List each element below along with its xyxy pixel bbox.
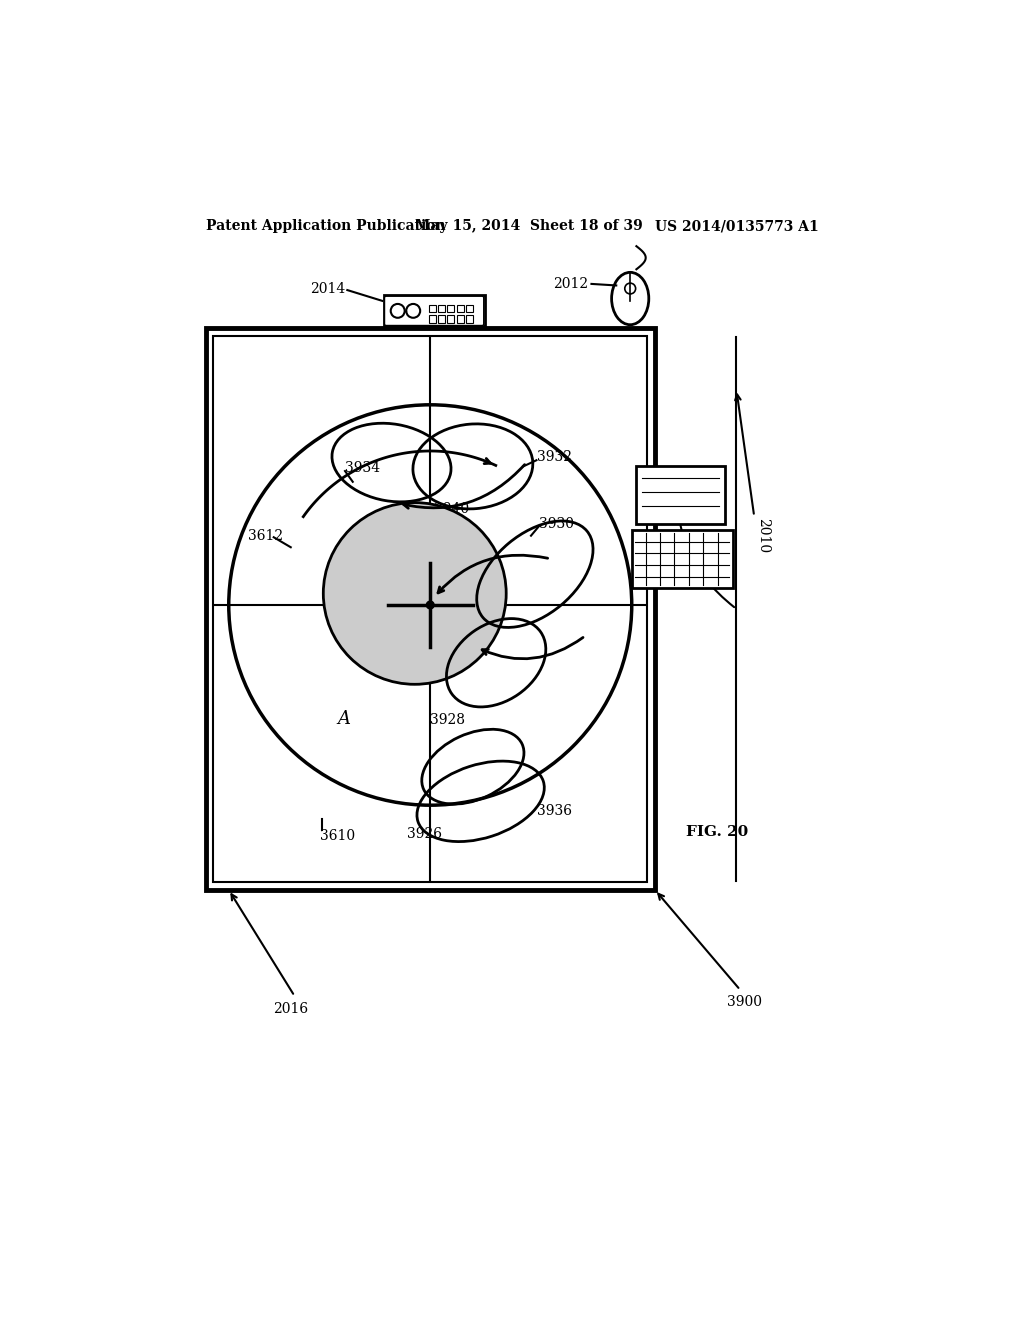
Text: 3900: 3900 — [727, 994, 762, 1008]
FancyBboxPatch shape — [385, 296, 483, 326]
Text: FIG. 20: FIG. 20 — [686, 825, 749, 840]
Text: May 15, 2014  Sheet 18 of 39: May 15, 2014 Sheet 18 of 39 — [415, 219, 642, 234]
Bar — [457, 315, 464, 323]
Bar — [429, 305, 435, 313]
Text: 3936: 3936 — [538, 804, 572, 818]
Text: 3928: 3928 — [430, 714, 465, 727]
Bar — [206, 327, 655, 890]
Text: 3612: 3612 — [248, 529, 284, 543]
Bar — [429, 315, 435, 323]
Text: 2010: 2010 — [756, 519, 770, 553]
Text: 3614: 3614 — [356, 527, 392, 541]
Text: Patent Application Publication: Patent Application Publication — [206, 219, 445, 234]
Bar — [466, 315, 473, 323]
Bar — [384, 296, 484, 326]
Text: 2012: 2012 — [553, 277, 589, 290]
Text: 3934: 3934 — [345, 461, 380, 475]
Text: 3930: 3930 — [539, 517, 573, 531]
Bar — [636, 466, 725, 524]
Text: US 2014/0135773 A1: US 2014/0135773 A1 — [655, 219, 819, 234]
Text: 3940: 3940 — [434, 502, 469, 516]
Text: 3932: 3932 — [538, 450, 572, 465]
Text: 3938: 3938 — [438, 612, 473, 626]
Circle shape — [426, 601, 434, 609]
Text: A: A — [337, 710, 350, 727]
Bar — [438, 315, 445, 323]
Circle shape — [324, 503, 506, 684]
Bar — [213, 335, 647, 882]
Bar — [447, 315, 455, 323]
Text: 3610: 3610 — [321, 829, 355, 843]
Bar — [438, 305, 445, 313]
Bar — [466, 305, 473, 313]
Bar — [632, 531, 732, 589]
Bar — [447, 305, 455, 313]
Text: 3926: 3926 — [407, 828, 442, 841]
Text: 2014: 2014 — [309, 282, 345, 296]
Bar — [457, 305, 464, 313]
Text: 2016: 2016 — [273, 1002, 308, 1016]
